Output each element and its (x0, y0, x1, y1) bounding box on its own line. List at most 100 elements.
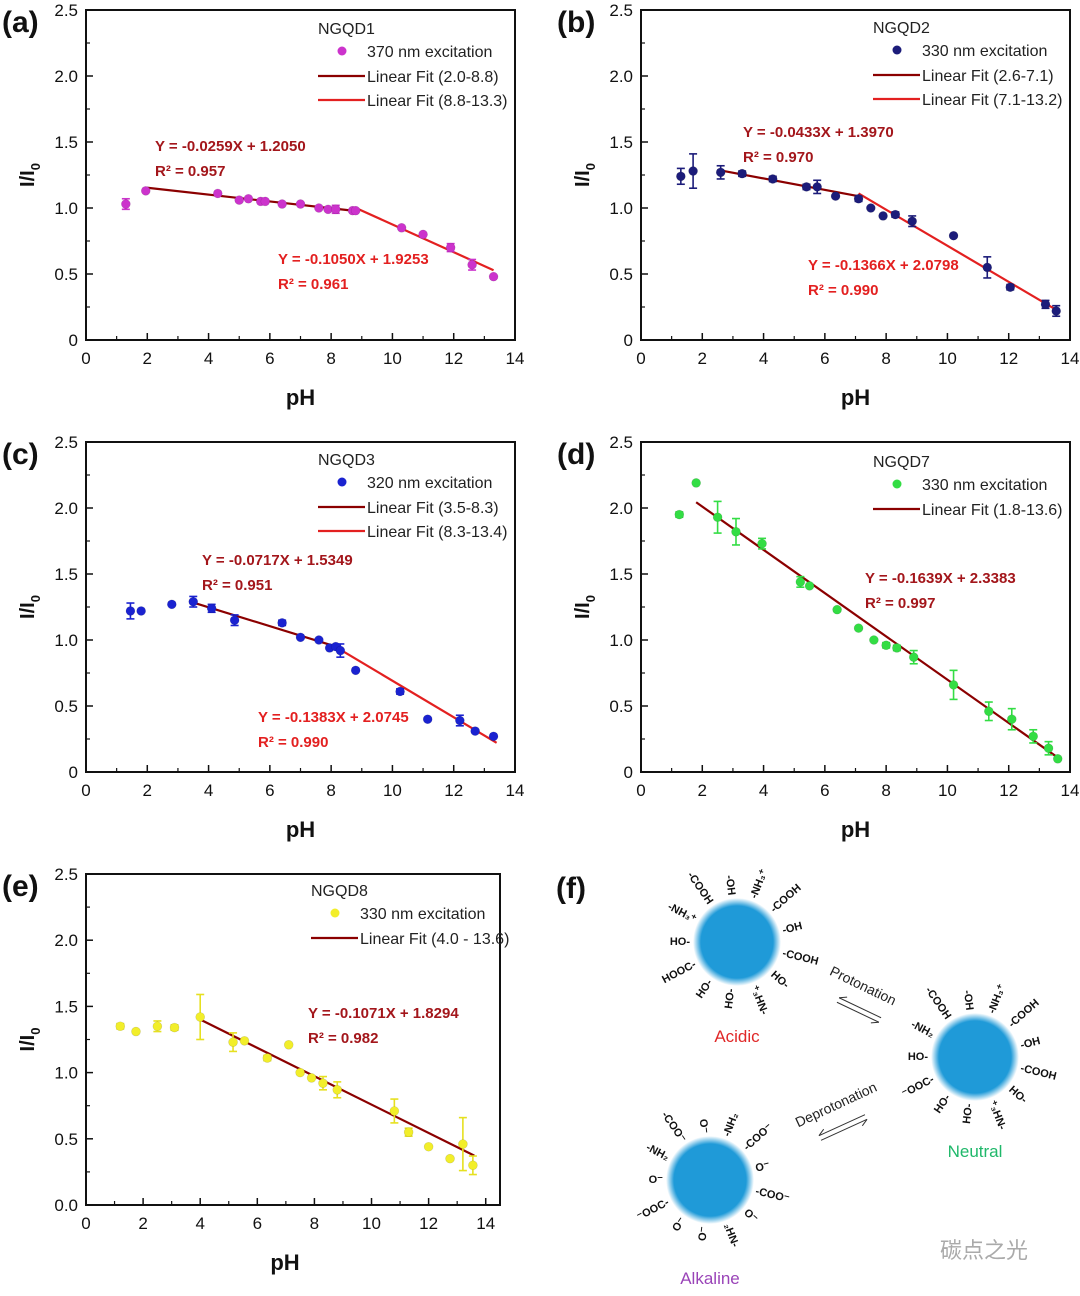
forward-arrow (836, 1001, 880, 1023)
data-point (418, 229, 428, 240)
y-tick-label: 0.5 (54, 1130, 78, 1149)
data-point (674, 509, 685, 520)
legend-title: NGQD8 (311, 883, 368, 900)
data-point (468, 1160, 478, 1171)
data-point (350, 665, 361, 676)
functional-group-label: -NH₂ (721, 1111, 741, 1138)
data-point (136, 606, 146, 616)
functional-group-label: O⁻ (754, 1160, 771, 1175)
functional-group-label: HO- (908, 1051, 929, 1063)
reverse-arrowhead (839, 996, 848, 999)
functional-group-label: -COOH (923, 985, 954, 1022)
data-point (853, 623, 864, 633)
data-point (229, 615, 240, 626)
deprotonation-label: Deprotonation (793, 1079, 880, 1131)
data-point (445, 242, 456, 253)
functional-group-label: HO- (723, 988, 737, 1010)
data-point (121, 199, 131, 209)
x-tick-label: 0 (636, 349, 645, 368)
data-point (691, 478, 701, 488)
particle-acidic: HO--NH₃⁺-COOH -OH -NH₃⁺-COOH-OH-COOHHO-⁺₃H… (660, 867, 820, 1046)
data-point (1028, 731, 1039, 742)
x-axis-label: pH (841, 817, 870, 842)
data-point (948, 680, 959, 690)
x-tick-label: 8 (881, 781, 890, 800)
data-point (488, 731, 499, 742)
fit-equation: Y = -0.0259X + 1.2050 (155, 138, 306, 155)
functional-group-label: -COOH (1006, 997, 1041, 1030)
x-tick-label: 2 (138, 1214, 147, 1233)
y-tick-label: 0 (69, 331, 78, 350)
functional-group-label: O⁻ (697, 1118, 711, 1134)
panel-e: (e) 0 2 4 6 8 10 12 14 0.0 0.5 1.0 1.5 2.0 2.5 pH I/I0 NG… (2, 865, 509, 1275)
functional-group-label: -OH (961, 990, 975, 1012)
fit-r-squared: R² = 0.951 (202, 577, 272, 594)
fit-equation: Y = -0.0717X + 1.5349 (202, 552, 353, 569)
x-tick-label: 10 (383, 349, 402, 368)
y-tick-label: 1.5 (54, 997, 78, 1016)
data-point (908, 652, 919, 662)
data-point (283, 1039, 294, 1050)
data-point (140, 186, 151, 196)
functional-group-label: O⁻ (649, 1174, 664, 1186)
data-point (262, 1053, 273, 1063)
data-point (832, 604, 842, 615)
data-point (767, 174, 778, 184)
data-point (330, 204, 341, 215)
data-point (318, 1078, 328, 1088)
functional-group-label: O⁻ (741, 1207, 760, 1226)
y-tick-label: 2.0 (54, 67, 78, 86)
y-axis-label: I/I0 (572, 595, 598, 619)
x-tick-label: 0 (81, 781, 90, 800)
x-tick-label: 6 (265, 781, 274, 800)
reverse-arrowhead (818, 1128, 825, 1137)
legend-label: 320 nm excitation (367, 475, 492, 492)
functional-group-label: ⁻OOC- (900, 1073, 936, 1100)
x-tick-label: 6 (253, 1214, 262, 1233)
legend-marker (892, 479, 902, 489)
x-tick-label: 12 (999, 781, 1018, 800)
data-point (277, 618, 287, 628)
data-point (812, 182, 822, 192)
x-tick-label: 4 (195, 1214, 204, 1233)
panel-d: (d) 0 2 4 6 8 10 12 14 0 0.5 1.0 1.5 2.0 2.5 pH I/I0 NGQD… (557, 433, 1079, 842)
x-tick-label: 6 (820, 781, 829, 800)
y-tick-label: 2.5 (54, 433, 78, 452)
x-axis-label: pH (841, 385, 870, 410)
functional-group-label: HO- (694, 977, 716, 1001)
data-point (982, 262, 993, 273)
data-point (188, 596, 199, 607)
y-tick-label: 1.0 (609, 631, 633, 650)
data-point (260, 196, 271, 207)
y-axis-label-subscript: 0 (583, 595, 598, 602)
data-point (423, 1141, 434, 1152)
panel-label: (e) (2, 870, 39, 903)
data-point (1043, 743, 1054, 754)
x-tick-label: 8 (326, 349, 335, 368)
x-tick-label: 10 (938, 349, 957, 368)
data-point (152, 1021, 163, 1032)
legend-label: Linear Fit (3.5-8.3) (367, 500, 499, 517)
y-tick-label: 0 (624, 763, 633, 782)
functional-group-label: ⁻OOC- (635, 1196, 671, 1223)
functional-group-label: -COOH (768, 882, 803, 915)
x-axis-label: pH (286, 817, 315, 842)
data-point (455, 715, 465, 726)
legend-label: Linear Fit (2.0-8.8) (367, 69, 499, 86)
data-point (1051, 306, 1062, 316)
functional-group-label: ⁺₃HN- (986, 1099, 1008, 1132)
data-point (878, 211, 888, 221)
legend-label: Linear Fit (2.6-7.1) (922, 68, 1054, 85)
functional-group-label: -COO⁻ (741, 1121, 775, 1153)
data-point (853, 193, 864, 204)
legend-label: Linear Fit (7.1-13.2) (922, 92, 1063, 109)
y-tick-label: 1.0 (54, 199, 78, 218)
y-tick-label: 0.5 (54, 265, 78, 284)
functional-group-label: HO- (961, 1103, 975, 1125)
x-tick-label: 14 (476, 1214, 495, 1233)
x-tick-label: 10 (383, 781, 402, 800)
y-tick-label: 1.5 (609, 565, 633, 584)
x-tick-label: 4 (204, 349, 213, 368)
functional-group-label: -COO⁻ (754, 1185, 791, 1205)
x-tick-label: 14 (506, 349, 525, 368)
